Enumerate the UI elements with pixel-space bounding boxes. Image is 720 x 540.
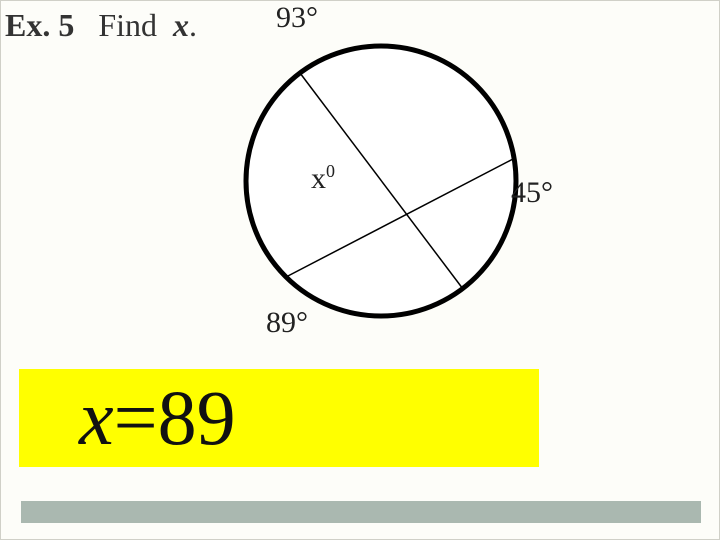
answer-highlight: x = 89 <box>19 369 539 467</box>
slide-page: Ex. 5 Find x. 93° 45° 89° x0 x = 89 <box>0 0 720 540</box>
arc-label-right: 45° <box>511 176 553 210</box>
arc-label-bottom: 89° <box>266 306 308 340</box>
example-number: Ex. 5 <box>5 7 74 43</box>
circle-diagram <box>231 11 551 351</box>
problem-title: Ex. 5 Find x. <box>5 7 197 44</box>
answer-eq: = <box>114 373 158 463</box>
answer-var: x <box>79 373 114 463</box>
problem-text: Find x. <box>98 7 197 43</box>
diagram-svg <box>231 11 551 351</box>
answer-value: 89 <box>158 373 236 463</box>
arc-label-top: 93° <box>276 1 318 35</box>
angle-label-center: x0 <box>311 161 335 196</box>
decorative-bar <box>21 501 701 523</box>
